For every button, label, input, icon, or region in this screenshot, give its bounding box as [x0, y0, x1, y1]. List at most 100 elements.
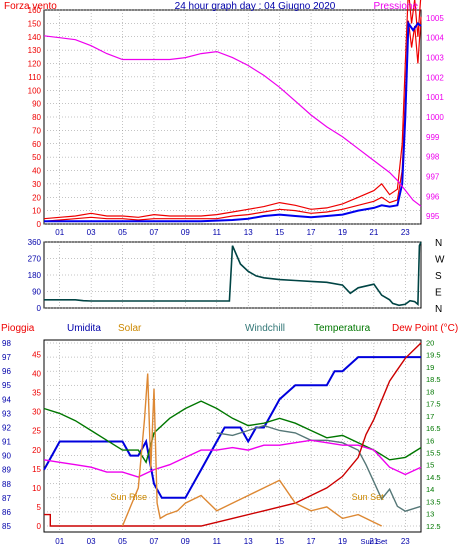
humidity-tick-label: 85	[2, 522, 11, 531]
humidity-series-line	[43, 356, 421, 499]
temperature-tick-label: 15	[426, 461, 434, 470]
pressure-tick-label: 995	[426, 212, 440, 221]
humidity-tick-label: 95	[2, 381, 11, 390]
x-tick-label: 05	[118, 228, 127, 237]
solar-label: Solar	[118, 323, 142, 334]
x-tick-label: 07	[150, 228, 159, 237]
x-tick-label: 21	[369, 228, 378, 237]
wind-axis-label: Forza vento	[4, 1, 57, 12]
wind-tick-label: 90	[32, 100, 41, 109]
wind-tick-label: 150	[28, 19, 42, 28]
temperature-tick-label: 18.5	[426, 375, 441, 384]
sun-rise-annotation: Sun Rise	[111, 492, 148, 502]
temperature-tick-label: 13.5	[426, 497, 441, 506]
humidity-tick-label: 91	[2, 438, 11, 447]
pressure-axis-label: Pressione	[374, 1, 419, 12]
temperature-tick-label: 16.5	[426, 424, 441, 433]
wind-tick-label: 110	[28, 73, 41, 82]
x-tick-label: 09	[181, 537, 190, 546]
wind-tick-label: 0	[37, 220, 42, 229]
gust-series-line	[43, 0, 422, 220]
x-tick-label: 15	[275, 537, 284, 546]
rain-tick-label: 10	[32, 484, 41, 493]
x-tick-label: 03	[87, 537, 96, 546]
wind-tick-label: 40	[32, 167, 41, 176]
solar-series-line	[121, 373, 383, 527]
rain-tick-label: 5	[37, 503, 42, 512]
wind-tick-label: 130	[28, 46, 42, 55]
pressure-tick-label: 1005	[426, 14, 444, 23]
temperature-tick-label: 17.5	[426, 400, 441, 409]
x-tick-label: 21	[369, 537, 378, 546]
pressure-tick-label: 996	[426, 192, 440, 201]
x-tick-label: 23	[401, 228, 410, 237]
sun-set-annotation: Sun Set	[352, 492, 385, 502]
wind-tick-label: 30	[32, 180, 41, 189]
humidity-tick-label: 87	[2, 494, 11, 503]
humidity-tick-label: 88	[2, 480, 11, 489]
direction-tick-label: 180	[28, 271, 42, 280]
x-tick-label: 01	[55, 537, 64, 546]
direction-tick-label: 0	[37, 304, 42, 313]
humidity-tick-label: 92	[2, 423, 11, 432]
temperature-tick-label: 19.5	[426, 351, 441, 360]
windchill-series-line	[216, 424, 422, 512]
x-tick-label: 17	[307, 537, 316, 546]
direction-tick-label: 90	[32, 288, 41, 297]
compass-label: N	[435, 304, 442, 315]
humidity-tick-label: 97	[2, 353, 11, 362]
rain-tick-label: 45	[32, 350, 41, 359]
x-tick-label: 23	[401, 537, 410, 546]
rain-tick-label: 25	[32, 427, 41, 436]
direction-tick-label: 360	[28, 238, 42, 247]
chart-title: 24 hour graph day : 04 Giugno 2020	[175, 1, 336, 12]
temperature-tick-label: 19	[426, 363, 434, 372]
temperature-tick-label: 18	[426, 387, 434, 396]
pressure-tick-label: 1003	[426, 54, 444, 63]
direction-series-line	[44, 241, 422, 307]
windchill-label: Windchill	[245, 323, 285, 334]
compass-label: S	[435, 271, 442, 282]
rain-tick-label: 15	[32, 465, 41, 474]
temperature-label: Temperatura	[314, 323, 371, 334]
pressure-tick-label: 1002	[426, 73, 444, 82]
temperature-series-line	[43, 400, 422, 465]
wind-tick-label: 120	[28, 60, 42, 69]
direction-tick-label: 270	[28, 255, 42, 264]
x-tick-label: 07	[150, 537, 159, 546]
compass-label: N	[435, 238, 442, 249]
humidity-tick-label: 89	[2, 466, 11, 475]
pressure-tick-label: 997	[426, 172, 440, 181]
humidity-tick-label: 94	[2, 395, 11, 404]
humidity-label: Umidita	[67, 323, 101, 334]
dewpoint-label: Dew Point (°C)	[392, 323, 458, 334]
temperature-tick-label: 12.5	[426, 522, 441, 531]
dewpoint-series-line	[43, 439, 422, 478]
temperature-tick-label: 15.5	[426, 449, 441, 458]
x-tick-label: 19	[338, 228, 347, 237]
rain-tick-label: 35	[32, 389, 41, 398]
pressure-series-line	[43, 35, 422, 207]
compass-label: W	[435, 255, 445, 266]
wind-tick-label: 160	[28, 6, 42, 15]
avg_wind-series-line	[44, 20, 422, 223]
wind-tick-label: 70	[32, 126, 41, 135]
wind-tick-label: 50	[32, 153, 41, 162]
wind-tick-label: 10	[32, 207, 41, 216]
pressure-tick-label: 999	[426, 133, 440, 142]
temperature-tick-label: 16	[426, 436, 434, 445]
wind-tick-label: 80	[32, 113, 41, 122]
wind-tick-label: 60	[32, 140, 41, 149]
x-tick-label: 15	[275, 228, 284, 237]
x-tick-label: 17	[307, 228, 316, 237]
rain-tick-label: 30	[32, 408, 41, 417]
temperature-tick-label: 14	[426, 485, 434, 494]
humidity-tick-label: 98	[2, 339, 11, 348]
temperature-tick-label: 14.5	[426, 473, 441, 482]
humidity-tick-label: 96	[2, 367, 11, 376]
wind-tick-label: 20	[32, 193, 41, 202]
rain-label: Pioggia	[1, 323, 35, 334]
x-tick-label: 13	[244, 537, 253, 546]
